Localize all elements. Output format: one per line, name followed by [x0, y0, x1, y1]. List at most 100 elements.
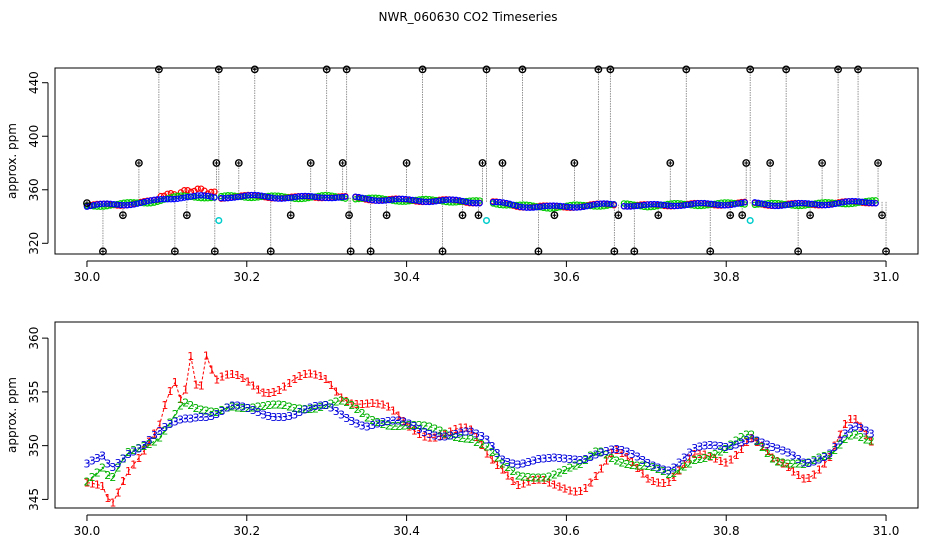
baseline-point — [264, 193, 272, 201]
baseline-point — [741, 201, 748, 208]
series-marker: 1 — [624, 451, 631, 464]
series-marker: 3 — [312, 400, 319, 413]
series-marker: 3 — [463, 426, 470, 439]
series-marker: 3 — [447, 430, 454, 443]
series-marker: 2 — [312, 402, 319, 415]
baseline-point — [426, 198, 433, 206]
series-marker: 3 — [670, 462, 677, 475]
series-marker: 1 — [582, 482, 589, 495]
series-marker: 2 — [307, 403, 314, 416]
series-marker: 1 — [374, 397, 381, 410]
baseline-point — [456, 197, 463, 204]
series-marker: 2 — [613, 455, 620, 468]
spike-marker — [682, 65, 691, 74]
x-tick-label: 30.6 — [553, 524, 580, 538]
series-marker: 3 — [556, 452, 563, 465]
series-marker: 2 — [322, 399, 329, 412]
baseline-point — [832, 200, 839, 208]
series-marker: 3 — [489, 440, 496, 453]
series-marker: 3 — [468, 425, 475, 438]
series-marker: 3 — [135, 443, 142, 456]
series-marker: 1 — [811, 469, 818, 482]
series-marker: 2 — [546, 470, 553, 483]
x-tick-label: 30.6 — [553, 270, 580, 284]
baseline-point — [281, 195, 289, 202]
series-marker: 3 — [286, 410, 293, 423]
baseline-point — [681, 202, 688, 209]
series-marker: 3 — [754, 435, 761, 448]
series-marker: 2 — [624, 458, 631, 471]
series-marker: 1 — [650, 475, 657, 488]
series-marker: 2 — [203, 404, 210, 417]
series-marker: 3 — [317, 399, 324, 412]
series-marker: 2 — [748, 429, 755, 442]
series-marker: 3 — [790, 450, 797, 463]
baseline-point — [181, 194, 188, 201]
spike-marker-cross — [480, 161, 485, 166]
series-marker: 2 — [868, 435, 875, 448]
series-marker: 1 — [359, 398, 366, 411]
series-marker: 3 — [416, 423, 423, 436]
baseline-point — [754, 199, 762, 207]
series-marker: 1 — [629, 456, 636, 469]
series-marker: 3 — [800, 456, 807, 469]
spike-marker-cross — [820, 161, 825, 166]
series-marker: 3 — [213, 408, 220, 421]
series-marker: 1 — [198, 379, 205, 392]
series-marker: 2 — [457, 432, 464, 445]
series-marker: 2 — [489, 446, 496, 459]
baseline-point — [355, 193, 363, 201]
series-marker: 3 — [748, 433, 755, 446]
spike-marker — [286, 211, 295, 220]
series-marker: 1 — [369, 397, 376, 410]
baseline-point — [513, 202, 520, 210]
series-marker: 2 — [754, 435, 761, 448]
bottom-y-axis-label: approx. ppm — [5, 377, 19, 453]
spike-marker-cross — [340, 161, 345, 166]
baseline-point — [798, 199, 806, 207]
baseline-point — [590, 201, 597, 208]
series-marker: 1 — [868, 436, 875, 449]
baseline-point — [567, 204, 574, 211]
baseline-point — [298, 192, 305, 200]
spike-marker — [250, 65, 259, 74]
spike-marker-cross — [172, 249, 177, 254]
baseline-point — [362, 195, 369, 202]
series-marker: 3 — [650, 460, 657, 473]
baseline-point — [627, 203, 634, 210]
series-marker: 1 — [764, 445, 771, 458]
series-marker: 1 — [754, 436, 761, 449]
spike-marker — [606, 65, 615, 74]
series-marker: 1 — [432, 431, 439, 444]
series-marker: 2 — [821, 450, 828, 463]
baseline-point — [731, 201, 738, 208]
spike-marker-cross — [668, 161, 673, 166]
series-marker: 1 — [857, 420, 864, 433]
baseline-point — [600, 200, 608, 207]
spike-marker-cross — [536, 249, 541, 254]
baseline-point — [124, 202, 131, 209]
bottom-series-lines — [86, 353, 872, 504]
series-marker: 1 — [130, 458, 137, 471]
series-marker: 3 — [515, 459, 522, 472]
baseline-point — [624, 203, 631, 210]
series-marker: 3 — [141, 439, 148, 452]
spike-marker — [212, 159, 221, 167]
baseline-point — [869, 199, 876, 207]
bottom-plot-frame — [54, 321, 919, 509]
series-marker: 2 — [598, 445, 605, 458]
spike-marker — [550, 211, 559, 220]
series-marker: 3 — [151, 429, 158, 442]
x-tick-label: 30.4 — [393, 270, 420, 284]
series-marker: 2 — [587, 450, 594, 463]
baseline-point — [228, 194, 235, 202]
series-marker: 1 — [608, 447, 615, 460]
series-marker: 1 — [634, 462, 641, 475]
series-marker: 3 — [691, 442, 698, 455]
series-marker: 1 — [722, 456, 729, 469]
series-marker: 2 — [109, 471, 116, 484]
series-marker: 3 — [816, 454, 823, 467]
spike-marker — [478, 159, 487, 167]
series-marker: 2 — [567, 462, 574, 475]
y-tick-label: 400 — [27, 125, 41, 148]
